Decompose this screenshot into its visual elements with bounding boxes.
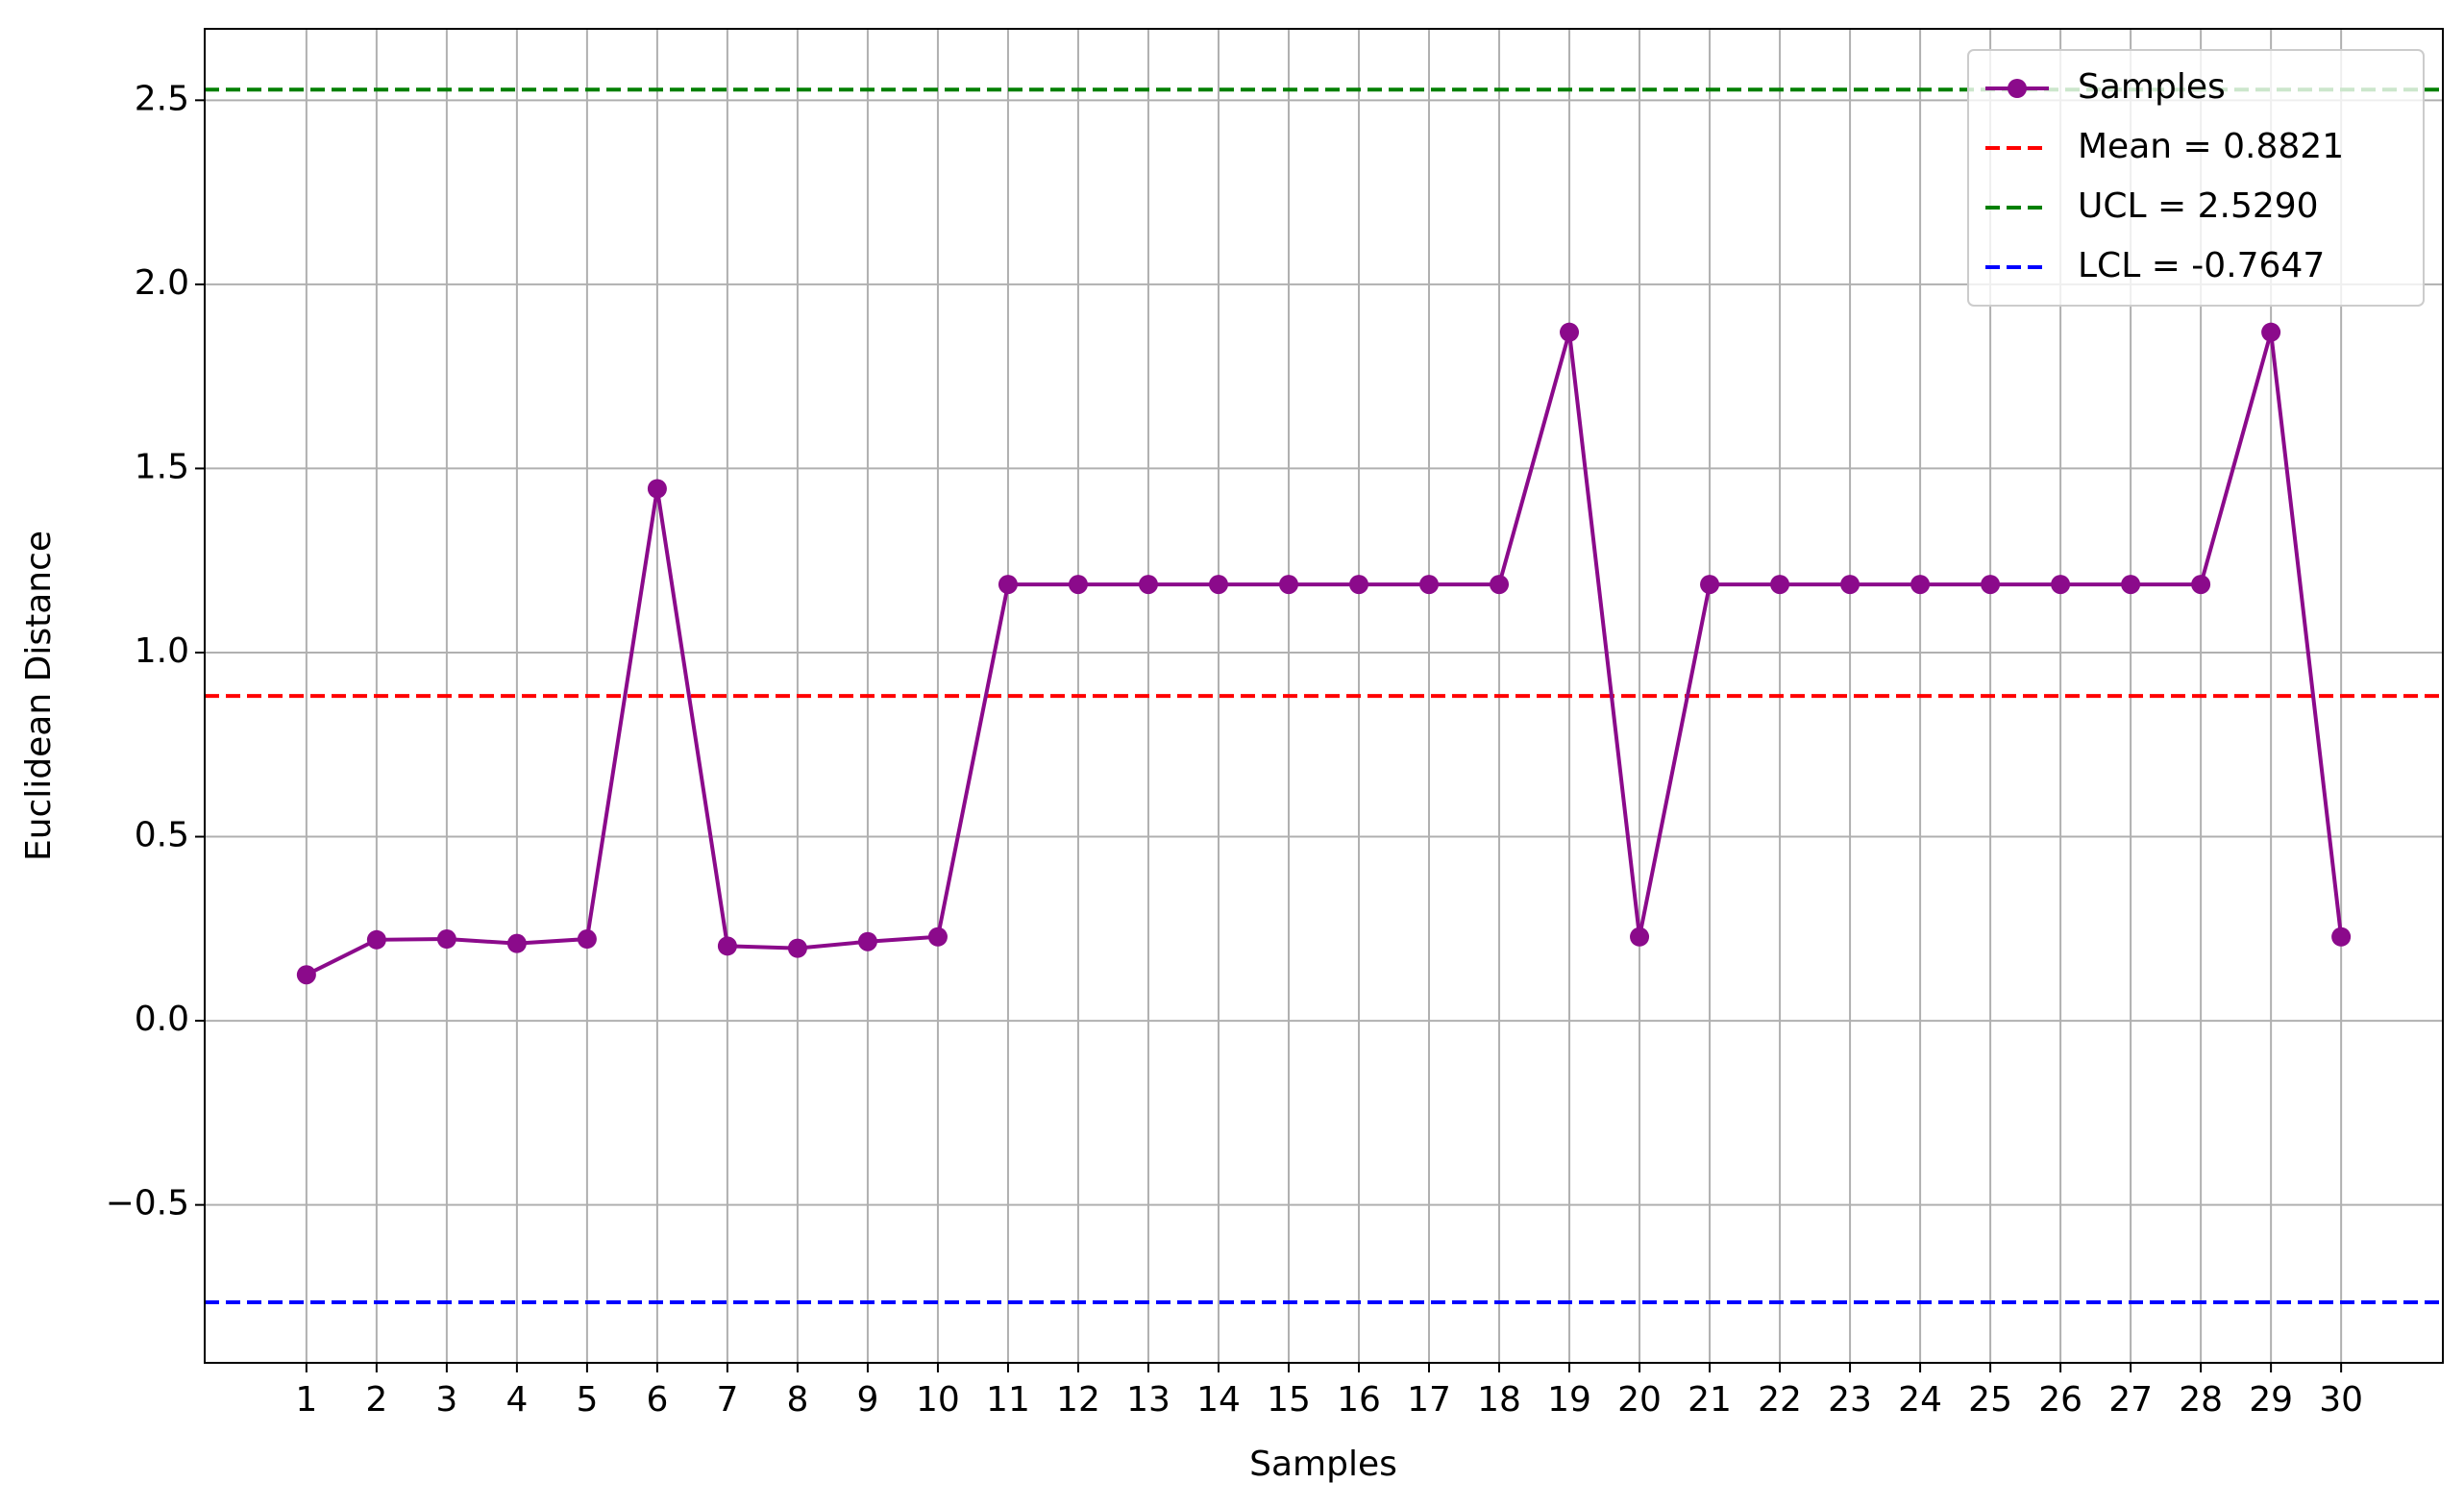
data-point (577, 929, 597, 950)
y-tick-label: 2.5 (135, 79, 189, 118)
legend: Samples Mean = 0.8821 UCL = 2.5290 LCL = -0… (1967, 49, 2425, 307)
data-point (998, 575, 1018, 595)
data-point (2121, 575, 2141, 595)
x-tick-label: 18 (1477, 1380, 1521, 1420)
data-point (1560, 322, 1580, 342)
x-tick-label: 28 (2179, 1380, 2223, 1420)
data-point (1700, 575, 1720, 595)
y-tick-label: 0.5 (135, 816, 189, 855)
x-axis-label: Samples (1249, 1445, 1397, 1484)
data-point (717, 936, 737, 956)
x-tick-label: 21 (1688, 1380, 1732, 1420)
data-point (647, 479, 667, 499)
x-tick-label: 26 (2038, 1380, 2082, 1420)
data-point (927, 926, 948, 947)
legend-label: Samples (2078, 67, 2226, 107)
x-tick-label: 24 (1898, 1380, 1942, 1420)
data-point (1910, 575, 1931, 595)
y-tick-label: 0.0 (135, 1000, 189, 1039)
data-point (2051, 575, 2071, 595)
x-tick-label: 6 (646, 1380, 668, 1420)
data-point (1419, 575, 1440, 595)
data-point (1138, 575, 1158, 595)
x-tick-label: 4 (505, 1380, 528, 1420)
x-tick-label: 1 (295, 1380, 317, 1420)
data-point (296, 965, 316, 985)
legend-marker (2008, 79, 2027, 98)
x-tick-label: 20 (1617, 1380, 1662, 1420)
x-tick-label: 19 (1547, 1380, 1591, 1420)
x-tick-label: 23 (1828, 1380, 1872, 1420)
legend-label: UCL = 2.5290 (2078, 186, 2319, 226)
x-tick-label: 14 (1196, 1380, 1241, 1420)
x-tick-label: 11 (986, 1380, 1030, 1420)
x-tick-label: 12 (1056, 1380, 1100, 1420)
x-tick-label: 8 (786, 1380, 808, 1420)
x-tick-label: 29 (2249, 1380, 2293, 1420)
data-point (1278, 575, 1298, 595)
x-tick-label: 9 (856, 1380, 878, 1420)
data-point (1490, 575, 1510, 595)
x-tick-label: 13 (1126, 1380, 1170, 1420)
data-point (506, 933, 527, 953)
data-point (1208, 575, 1228, 595)
legend-box (1967, 49, 2425, 307)
x-tick-label: 5 (576, 1380, 598, 1420)
data-point (2331, 926, 2352, 947)
data-point (1349, 575, 1369, 595)
data-point (1770, 575, 1790, 595)
data-point (1630, 926, 1650, 947)
x-tick-label: 17 (1407, 1380, 1451, 1420)
legend-label: LCL = -0.7647 (2078, 246, 2325, 285)
legend-label: Mean = 0.8821 (2078, 127, 2344, 166)
plot-frame (204, 28, 2444, 1364)
data-point (2191, 575, 2211, 595)
x-tick-label: 25 (1968, 1380, 2012, 1420)
x-tick-label: 30 (2319, 1380, 2363, 1420)
y-axis-label: Euclidean Distance (19, 531, 59, 861)
data-point (1981, 575, 2001, 595)
y-tick-label: 1.0 (135, 631, 189, 671)
x-tick-label: 15 (1267, 1380, 1311, 1420)
y-tick-label: 1.5 (135, 447, 189, 486)
x-tick-label: 27 (2108, 1380, 2153, 1420)
x-tick-label: 16 (1337, 1380, 1381, 1420)
y-tick-label: −0.5 (106, 1184, 189, 1223)
x-tick-label: 2 (365, 1380, 387, 1420)
data-point (787, 938, 807, 958)
y-tick-label: 2.0 (135, 263, 189, 303)
data-point (857, 931, 877, 951)
data-point (436, 929, 456, 950)
x-tick-label: 3 (435, 1380, 457, 1420)
data-point (1068, 575, 1088, 595)
data-point (2261, 322, 2281, 342)
x-tick-label: 10 (916, 1380, 960, 1420)
series-line (305, 332, 2344, 976)
x-tick-label: 7 (716, 1380, 738, 1420)
x-tick-label: 22 (1758, 1380, 1802, 1420)
data-point (1840, 575, 1860, 595)
data-point (366, 929, 386, 950)
